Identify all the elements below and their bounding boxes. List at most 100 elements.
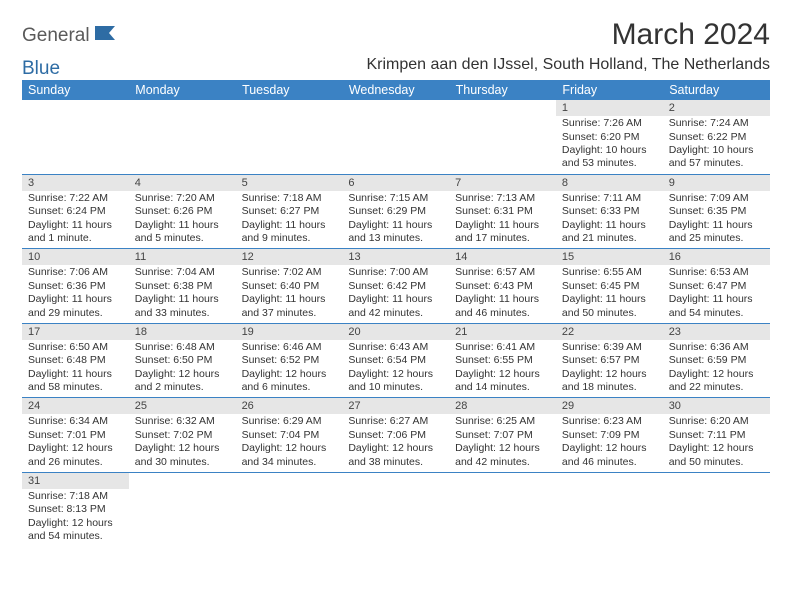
daylight-line: Daylight: 11 hours and 33 minutes.: [135, 293, 230, 320]
sunrise-line: Sunrise: 6:25 AM: [455, 415, 550, 428]
sunset-line: Sunset: 7:09 PM: [562, 429, 657, 442]
daylight-line: Daylight: 11 hours and 42 minutes.: [348, 293, 443, 320]
sunset-line: Sunset: 6:50 PM: [135, 354, 230, 367]
content-row: Sunrise: 7:26 AMSunset: 6:20 PMDaylight:…: [22, 116, 770, 174]
day-number-cell: 12: [236, 249, 343, 266]
day-number-cell: 20: [342, 323, 449, 340]
sunset-line: Sunset: 6:38 PM: [135, 280, 230, 293]
sunrise-line: Sunrise: 7:04 AM: [135, 266, 230, 279]
day-number-cell: 6: [342, 174, 449, 191]
daylight-line: Daylight: 12 hours and 34 minutes.: [242, 442, 337, 469]
sunrise-line: Sunrise: 7:26 AM: [562, 117, 657, 130]
day-content-cell: [236, 116, 343, 174]
daylight-line: Daylight: 11 hours and 46 minutes.: [455, 293, 550, 320]
flag-icon: [95, 24, 123, 48]
day-number-cell: [342, 472, 449, 489]
weekday-header: Tuesday: [236, 80, 343, 100]
sunset-line: Sunset: 6:42 PM: [348, 280, 443, 293]
sunset-line: Sunset: 6:52 PM: [242, 354, 337, 367]
day-number-cell: [342, 100, 449, 116]
daylight-line: Daylight: 12 hours and 38 minutes.: [348, 442, 443, 469]
daylight-line: Daylight: 11 hours and 13 minutes.: [348, 219, 443, 246]
daylight-line: Daylight: 11 hours and 17 minutes.: [455, 219, 550, 246]
day-number-cell: 10: [22, 249, 129, 266]
daynum-row: 31: [22, 472, 770, 489]
weekday-header: Friday: [556, 80, 663, 100]
sunset-line: Sunset: 6:43 PM: [455, 280, 550, 293]
sunrise-line: Sunrise: 7:09 AM: [669, 192, 764, 205]
day-number-cell: [236, 472, 343, 489]
day-content-cell: Sunrise: 6:29 AMSunset: 7:04 PMDaylight:…: [236, 414, 343, 472]
sunrise-line: Sunrise: 6:57 AM: [455, 266, 550, 279]
daylight-line: Daylight: 11 hours and 5 minutes.: [135, 219, 230, 246]
day-number-cell: [236, 100, 343, 116]
day-content-cell: [663, 489, 770, 547]
page-title: March 2024: [612, 18, 770, 52]
sunrise-line: Sunrise: 7:22 AM: [28, 192, 123, 205]
sunset-line: Sunset: 6:31 PM: [455, 205, 550, 218]
daylight-line: Daylight: 12 hours and 14 minutes.: [455, 368, 550, 395]
day-content-cell: Sunrise: 7:13 AMSunset: 6:31 PMDaylight:…: [449, 191, 556, 249]
day-number-cell: 7: [449, 174, 556, 191]
sunrise-line: Sunrise: 6:34 AM: [28, 415, 123, 428]
weekday-header: Wednesday: [342, 80, 449, 100]
day-content-cell: Sunrise: 6:55 AMSunset: 6:45 PMDaylight:…: [556, 265, 663, 323]
sunrise-line: Sunrise: 7:11 AM: [562, 192, 657, 205]
daynum-row: 3456789: [22, 174, 770, 191]
day-content-cell: [236, 489, 343, 547]
sunrise-line: Sunrise: 6:23 AM: [562, 415, 657, 428]
day-number-cell: 2: [663, 100, 770, 116]
sunrise-line: Sunrise: 6:46 AM: [242, 341, 337, 354]
day-number-cell: 29: [556, 398, 663, 415]
weekday-header: Saturday: [663, 80, 770, 100]
day-content-cell: Sunrise: 7:22 AMSunset: 6:24 PMDaylight:…: [22, 191, 129, 249]
day-content-cell: Sunrise: 6:53 AMSunset: 6:47 PMDaylight:…: [663, 265, 770, 323]
day-number-cell: 4: [129, 174, 236, 191]
day-number-cell: 22: [556, 323, 663, 340]
day-number-cell: 9: [663, 174, 770, 191]
day-number-cell: 19: [236, 323, 343, 340]
calendar-body: 12Sunrise: 7:26 AMSunset: 6:20 PMDayligh…: [22, 100, 770, 547]
day-number-cell: 21: [449, 323, 556, 340]
sunset-line: Sunset: 7:11 PM: [669, 429, 764, 442]
day-content-cell: [129, 116, 236, 174]
sunset-line: Sunset: 6:27 PM: [242, 205, 337, 218]
day-content-cell: Sunrise: 6:39 AMSunset: 6:57 PMDaylight:…: [556, 340, 663, 398]
day-content-cell: [556, 489, 663, 547]
sunset-line: Sunset: 6:22 PM: [669, 131, 764, 144]
day-number-cell: [449, 472, 556, 489]
daylight-line: Daylight: 11 hours and 50 minutes.: [562, 293, 657, 320]
sunset-line: Sunset: 6:40 PM: [242, 280, 337, 293]
sunset-line: Sunset: 6:20 PM: [562, 131, 657, 144]
day-content-cell: [342, 116, 449, 174]
daylight-line: Daylight: 11 hours and 25 minutes.: [669, 219, 764, 246]
day-content-cell: Sunrise: 7:20 AMSunset: 6:26 PMDaylight:…: [129, 191, 236, 249]
daylight-line: Daylight: 12 hours and 42 minutes.: [455, 442, 550, 469]
day-content-cell: Sunrise: 6:34 AMSunset: 7:01 PMDaylight:…: [22, 414, 129, 472]
day-content-cell: Sunrise: 7:24 AMSunset: 6:22 PMDaylight:…: [663, 116, 770, 174]
weekday-header: Sunday: [22, 80, 129, 100]
sunset-line: Sunset: 6:26 PM: [135, 205, 230, 218]
content-row: Sunrise: 6:34 AMSunset: 7:01 PMDaylight:…: [22, 414, 770, 472]
day-content-cell: [449, 116, 556, 174]
daylight-line: Daylight: 11 hours and 29 minutes.: [28, 293, 123, 320]
day-content-cell: [342, 489, 449, 547]
day-number-cell: 5: [236, 174, 343, 191]
day-content-cell: Sunrise: 6:25 AMSunset: 7:07 PMDaylight:…: [449, 414, 556, 472]
sunrise-line: Sunrise: 7:24 AM: [669, 117, 764, 130]
sunrise-line: Sunrise: 7:18 AM: [28, 490, 123, 503]
logo-blue-row: Blue: [22, 58, 60, 80]
daynum-row: 10111213141516: [22, 249, 770, 266]
day-number-cell: 26: [236, 398, 343, 415]
calendar-page: General March 2024 Blue Krimpen aan den …: [0, 0, 792, 565]
sunrise-line: Sunrise: 6:48 AM: [135, 341, 230, 354]
day-number-cell: 25: [129, 398, 236, 415]
day-content-cell: Sunrise: 7:06 AMSunset: 6:36 PMDaylight:…: [22, 265, 129, 323]
day-content-cell: [449, 489, 556, 547]
day-content-cell: Sunrise: 7:18 AMSunset: 6:27 PMDaylight:…: [236, 191, 343, 249]
sunset-line: Sunset: 6:47 PM: [669, 280, 764, 293]
weekday-header-row: Sunday Monday Tuesday Wednesday Thursday…: [22, 80, 770, 100]
day-number-cell: 28: [449, 398, 556, 415]
day-content-cell: Sunrise: 7:26 AMSunset: 6:20 PMDaylight:…: [556, 116, 663, 174]
content-row: Sunrise: 6:50 AMSunset: 6:48 PMDaylight:…: [22, 340, 770, 398]
